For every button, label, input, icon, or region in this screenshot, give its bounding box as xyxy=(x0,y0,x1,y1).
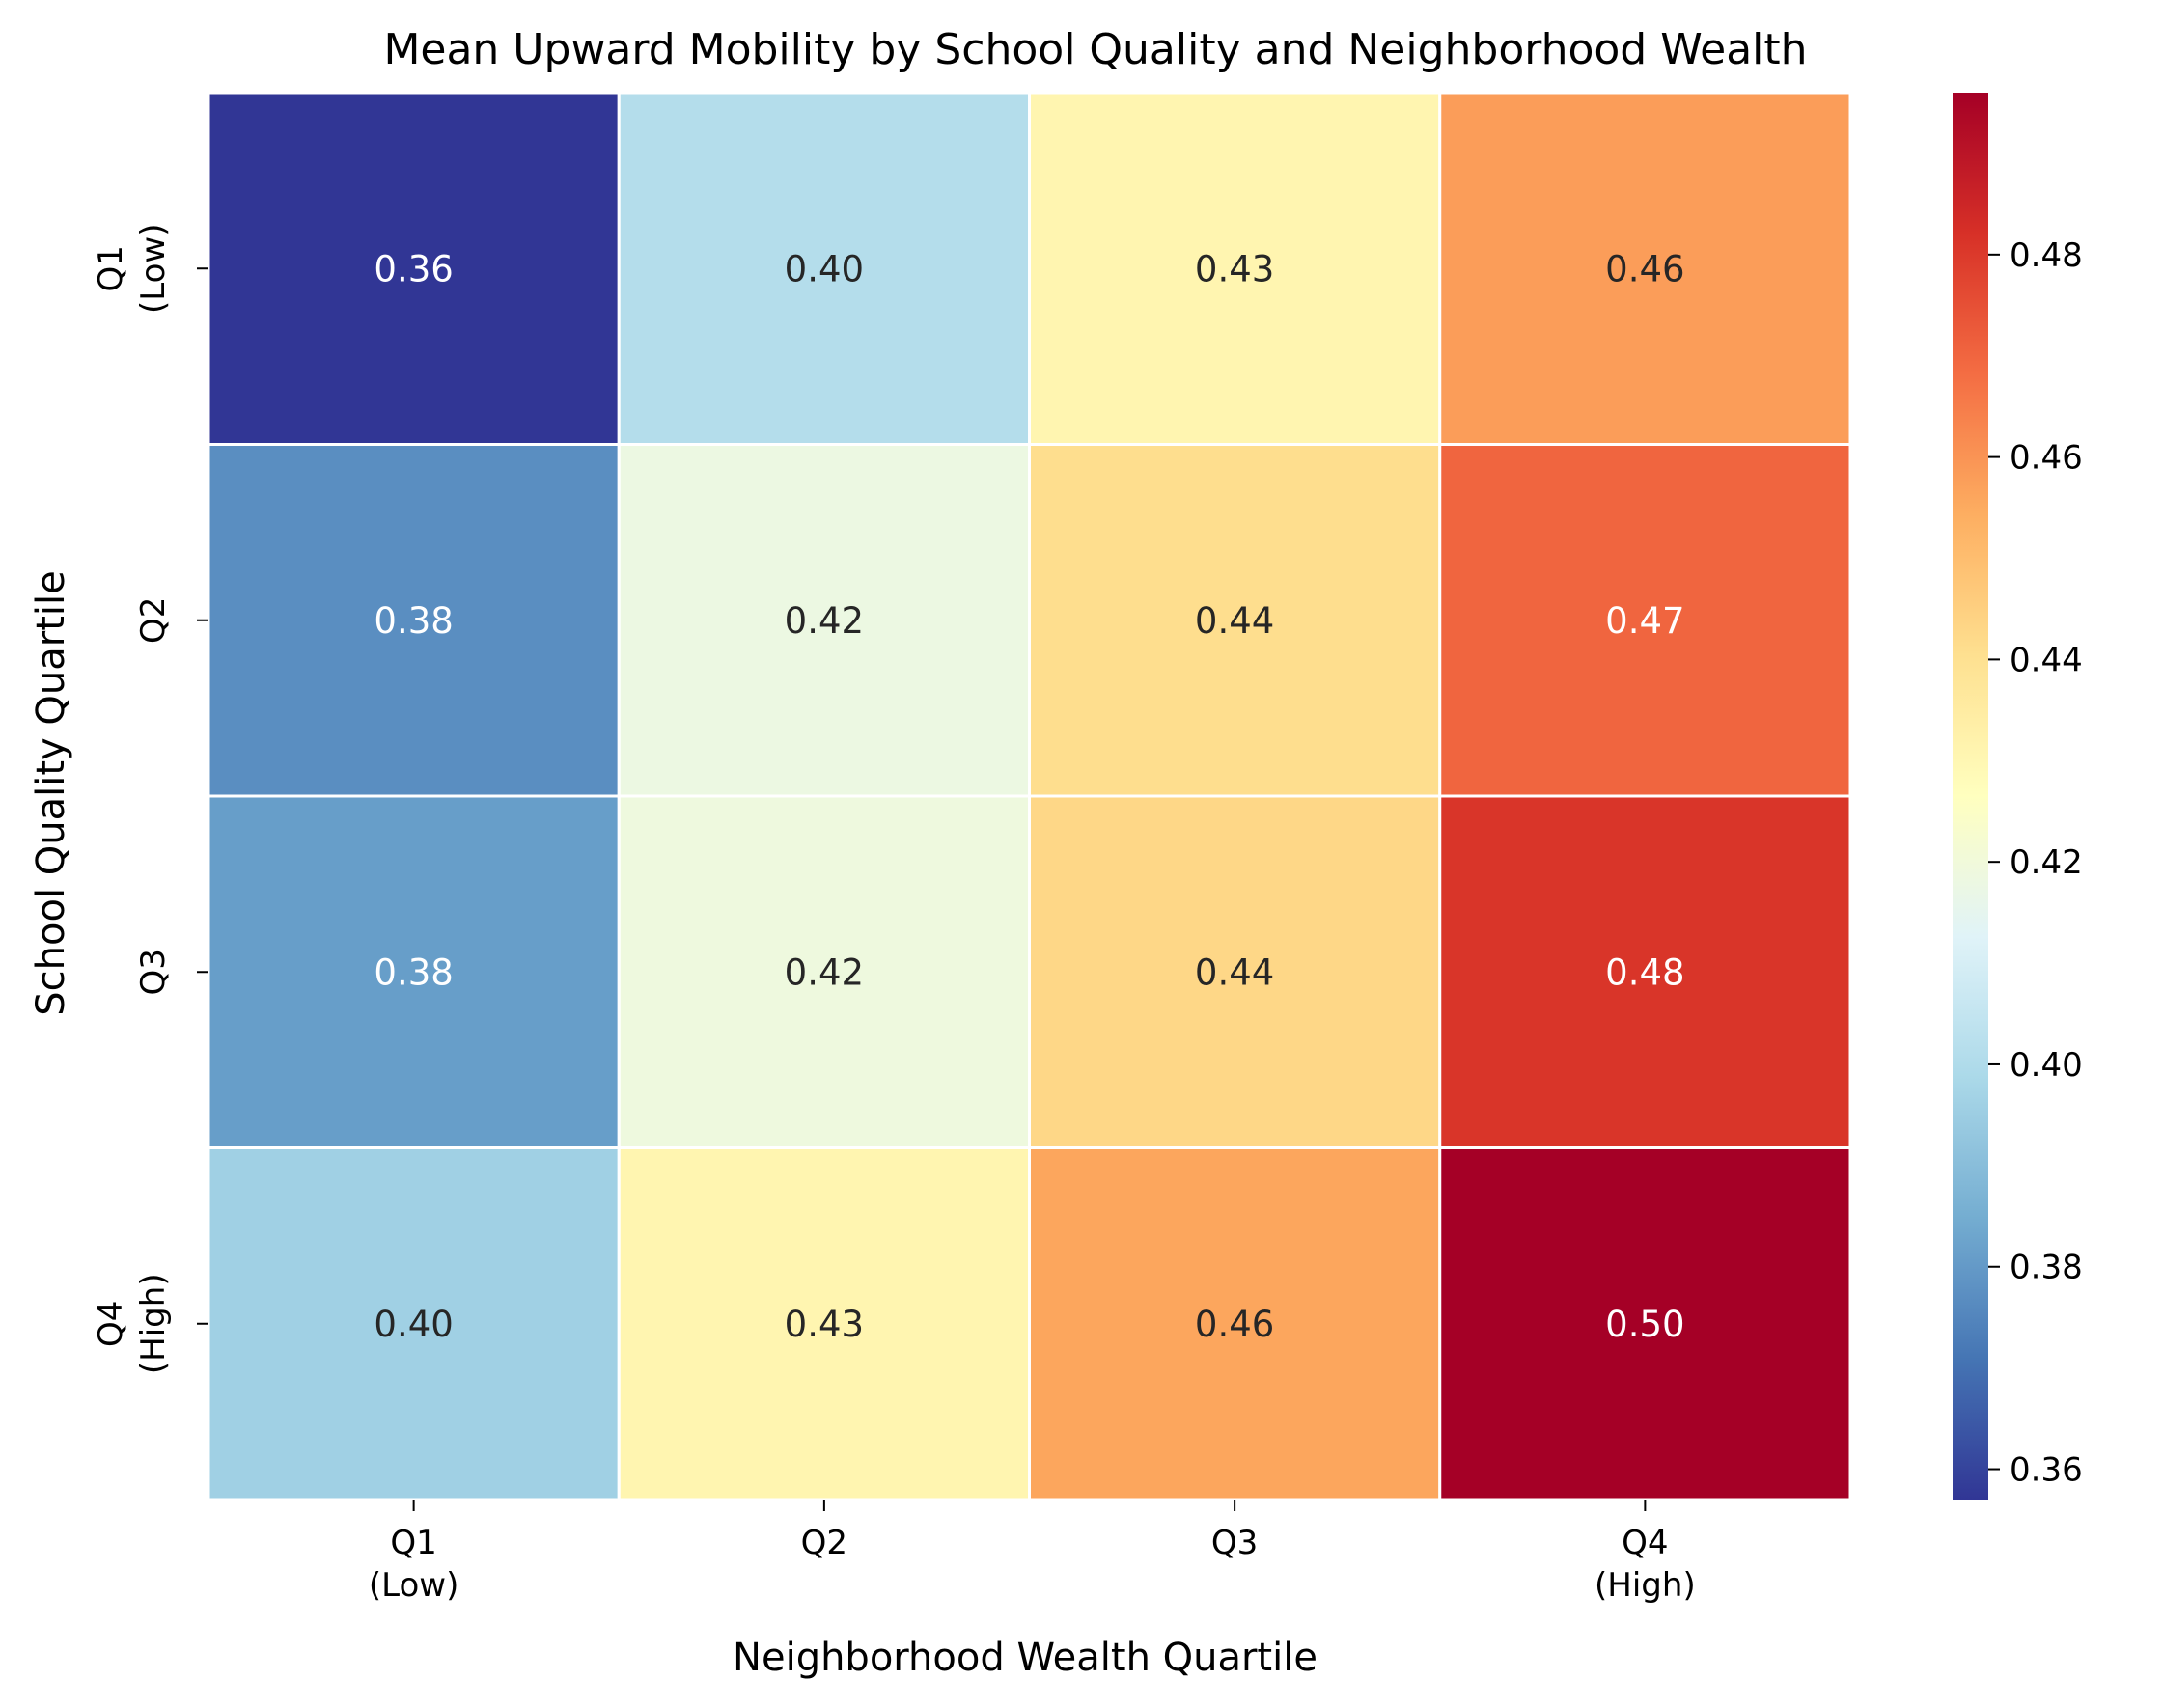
heatmap-cell xyxy=(207,91,621,446)
cell-value-label: 0.44 xyxy=(1195,951,1274,993)
y-axis: Q1 (Low) Q2 Q3 Q4 (High) xyxy=(92,224,208,1374)
y-tick-label: Q1 xyxy=(92,245,130,291)
colorbar-tick-label: 0.36 xyxy=(2010,1451,2083,1490)
heatmap-cell xyxy=(1028,1146,1442,1501)
x-tick-label: Q1 xyxy=(390,1524,436,1562)
heatmap-cell xyxy=(617,91,1031,446)
heatmap-cell xyxy=(617,1146,1031,1501)
y-tick-label: Q4 xyxy=(92,1301,130,1347)
heatmap-cell xyxy=(1028,91,1442,446)
cell-value-label: 0.43 xyxy=(785,1304,864,1345)
cell-value-label: 0.36 xyxy=(374,248,453,289)
colorbar-tick-label: 0.40 xyxy=(2010,1046,2083,1085)
heatmap-cells xyxy=(207,91,1852,1501)
x-axis-title: Neighborhood Wealth Quartile xyxy=(733,1636,1318,1680)
y-tick-label: Q3 xyxy=(134,949,173,995)
x-axis: Q1 (Low) Q2 Q3 Q4 (High) xyxy=(369,1500,1696,1605)
colorbar-tick-label: 0.48 xyxy=(2010,236,2083,275)
cell-value-label: 0.43 xyxy=(1195,248,1274,289)
heatmap-cell xyxy=(1438,443,1852,798)
cell-value-label: 0.46 xyxy=(1605,248,1684,289)
colorbar: 0.36 0.38 0.40 0.42 0.44 0.46 0.48 xyxy=(1953,93,2083,1500)
cell-value-label: 0.48 xyxy=(1605,951,1684,993)
colorbar-tick-label: 0.44 xyxy=(2010,641,2083,679)
y-tick-label: Q2 xyxy=(134,597,173,644)
cell-value-label: 0.44 xyxy=(1195,600,1274,642)
colorbar-tick-label: 0.46 xyxy=(2010,439,2083,478)
heatmap-cell xyxy=(207,1146,621,1501)
cell-value-label: 0.46 xyxy=(1195,1304,1274,1345)
heatmap-cell xyxy=(1438,794,1852,1149)
y-tick-label: (Low) xyxy=(134,224,173,314)
x-tick-label: Q4 xyxy=(1622,1524,1668,1562)
cell-value-label: 0.47 xyxy=(1605,600,1684,642)
cell-value-label: 0.38 xyxy=(374,600,453,642)
colorbar-tick-label: 0.38 xyxy=(2010,1249,2083,1287)
y-tick-label-group: Q1 (Low) xyxy=(92,224,173,314)
cell-value-label: 0.40 xyxy=(785,248,864,289)
y-tick-label-group: Q3 xyxy=(134,949,173,995)
heatmap-cell xyxy=(1028,443,1442,798)
y-tick-label: (High) xyxy=(134,1273,173,1374)
y-axis-title: School Quality Quartile xyxy=(29,570,73,1015)
cell-value-labels: 0.36 0.40 0.43 0.46 0.38 0.42 0.44 0.47 0.38 0.42… xyxy=(374,248,1684,1345)
heatmap-cell xyxy=(617,794,1031,1149)
cell-value-label: 0.42 xyxy=(785,600,864,642)
cell-value-label: 0.38 xyxy=(374,951,453,993)
heatmap-cell xyxy=(1438,91,1852,446)
y-tick-label-group: Q4 (High) xyxy=(92,1273,173,1374)
y-tick-label-group: Q2 xyxy=(134,597,173,644)
x-tick-label: Q2 xyxy=(801,1524,847,1562)
cell-value-label: 0.42 xyxy=(785,951,864,993)
cell-value-label: 0.40 xyxy=(374,1304,453,1345)
chart-title: Mean Upward Mobility by School Quality a… xyxy=(383,25,1807,74)
cell-value-label: 0.50 xyxy=(1605,1304,1684,1345)
x-tick-label: Q3 xyxy=(1211,1524,1258,1562)
colorbar-gradient xyxy=(1953,93,1988,1500)
colorbar-tick-label: 0.42 xyxy=(2010,843,2083,882)
x-tick-label: (Low) xyxy=(369,1566,458,1605)
heatmap-cell xyxy=(1438,1146,1852,1501)
x-tick-label: (High) xyxy=(1595,1566,1696,1605)
